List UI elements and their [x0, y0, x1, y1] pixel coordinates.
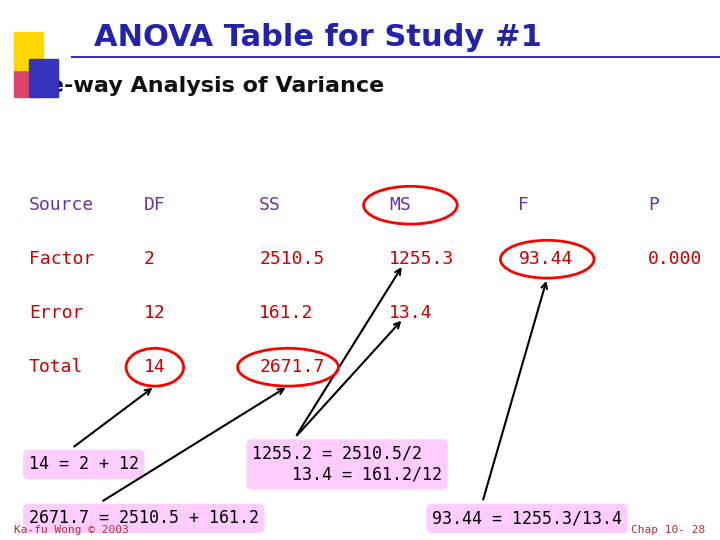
- Text: One-way Analysis of Variance: One-way Analysis of Variance: [14, 76, 384, 97]
- Text: 14: 14: [144, 358, 166, 376]
- Text: Chap 10- 28: Chap 10- 28: [631, 524, 706, 535]
- Text: DF: DF: [144, 196, 166, 214]
- Text: Total: Total: [29, 358, 84, 376]
- Text: Source: Source: [29, 196, 94, 214]
- Text: MS: MS: [389, 196, 410, 214]
- Text: 12: 12: [144, 304, 166, 322]
- Text: 93.44: 93.44: [518, 250, 573, 268]
- Text: 2671.7: 2671.7: [259, 358, 325, 376]
- Text: 2671.7 = 2510.5 + 161.2: 2671.7 = 2510.5 + 161.2: [29, 509, 258, 528]
- Text: Ka-fu Wong © 2003: Ka-fu Wong © 2003: [14, 524, 129, 535]
- Text: Error: Error: [29, 304, 84, 322]
- Text: ANOVA Table for Study #1: ANOVA Table for Study #1: [94, 23, 541, 52]
- Text: Factor: Factor: [29, 250, 94, 268]
- Text: 0.000: 0.000: [648, 250, 703, 268]
- Text: 2510.5: 2510.5: [259, 250, 325, 268]
- Text: 1255.3: 1255.3: [389, 250, 454, 268]
- Text: 14 = 2 + 12: 14 = 2 + 12: [29, 455, 139, 474]
- Text: P: P: [648, 196, 659, 214]
- Text: 93.44 = 1255.3/13.4: 93.44 = 1255.3/13.4: [432, 509, 622, 528]
- Text: 13.4: 13.4: [389, 304, 432, 322]
- Text: F: F: [518, 196, 529, 214]
- Text: 1255.2 = 2510.5/2
    13.4 = 161.2/12: 1255.2 = 2510.5/2 13.4 = 161.2/12: [252, 445, 442, 484]
- Text: 2: 2: [144, 250, 155, 268]
- Text: 161.2: 161.2: [259, 304, 314, 322]
- Text: SS: SS: [259, 196, 281, 214]
